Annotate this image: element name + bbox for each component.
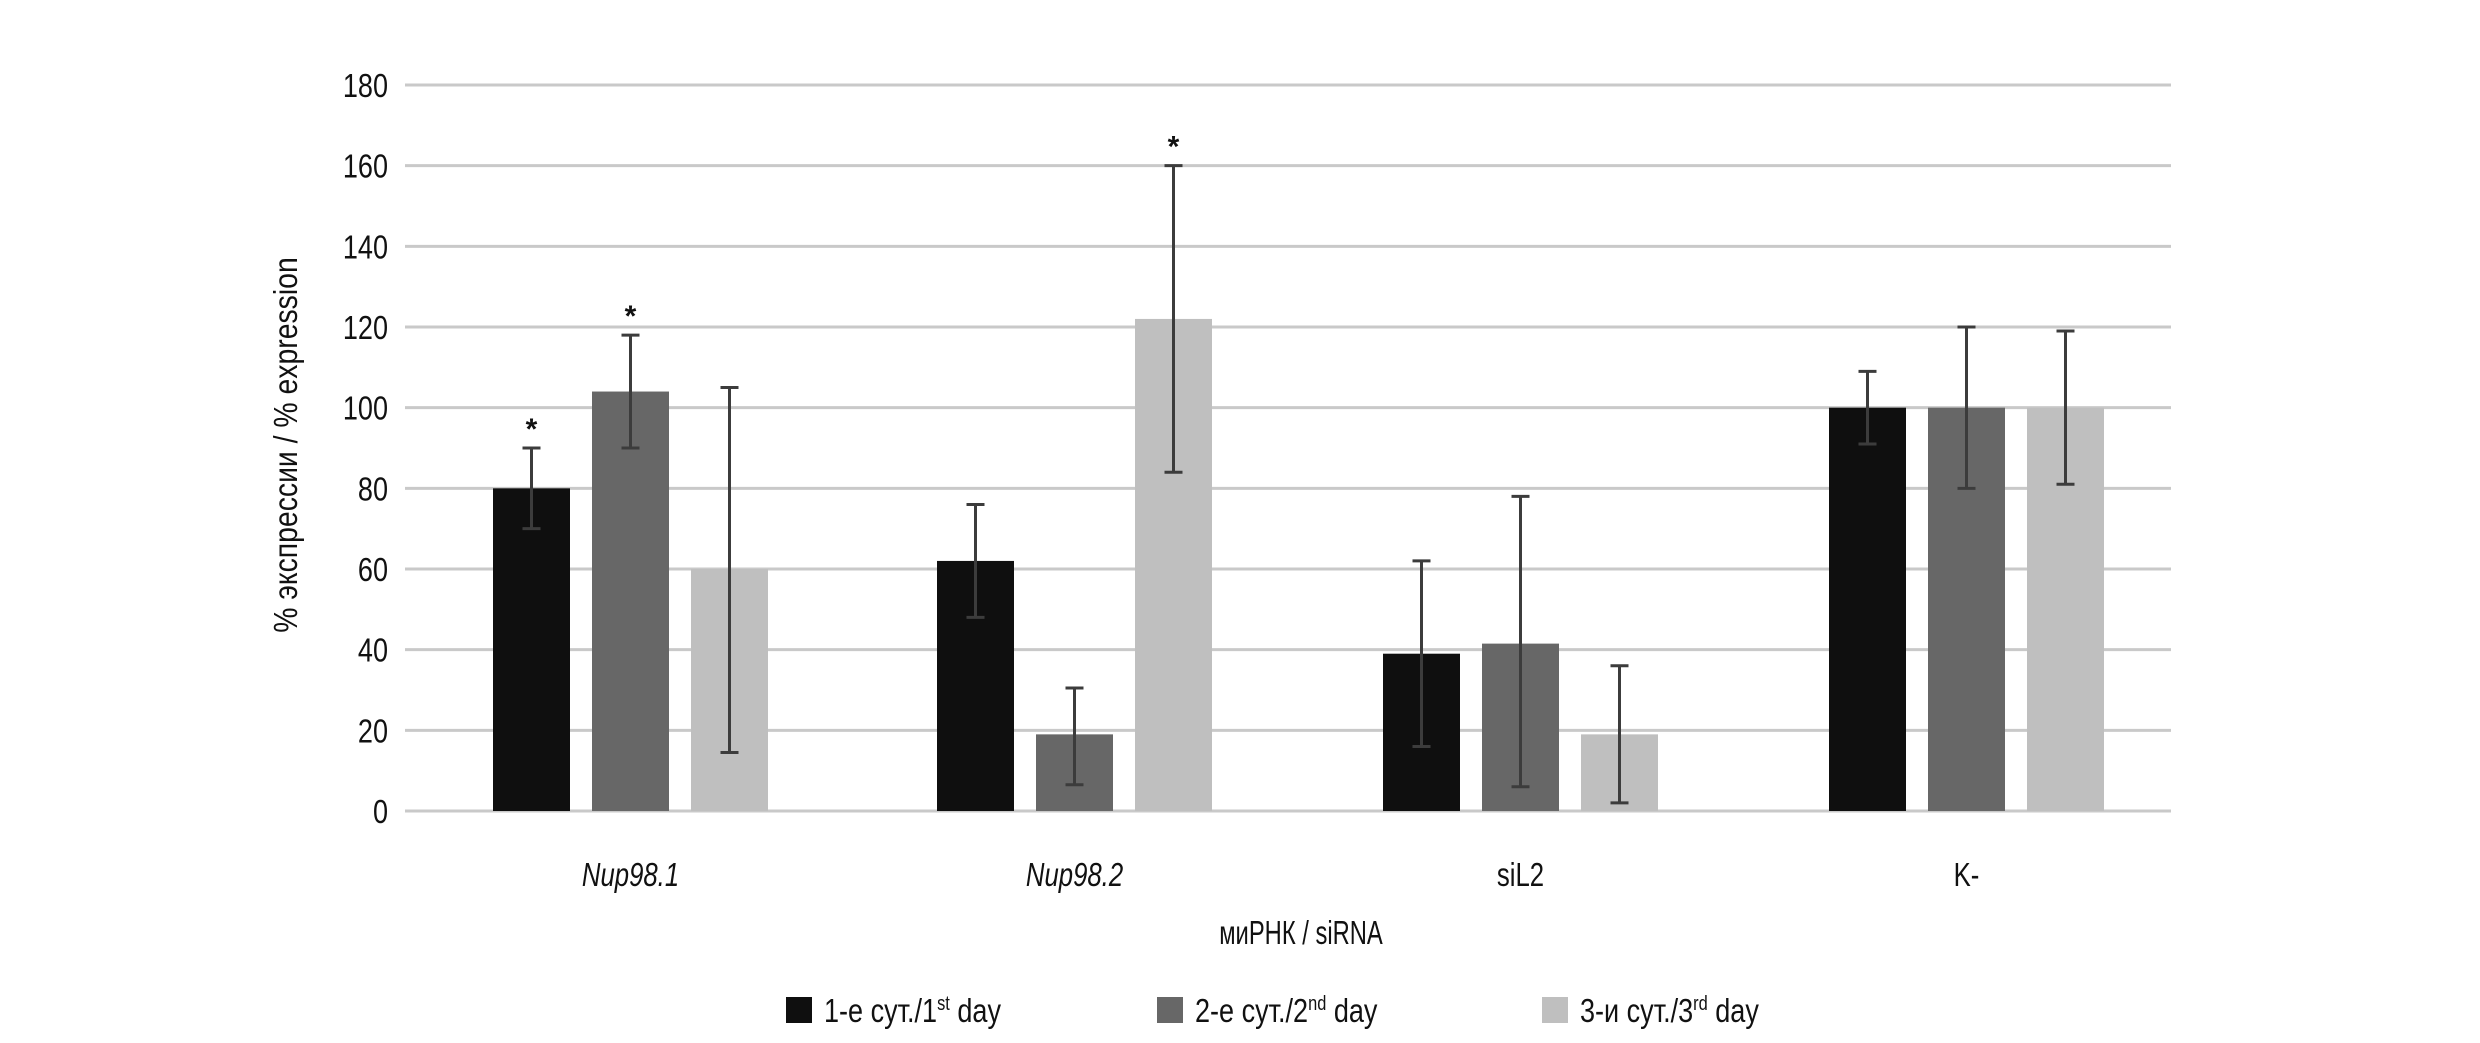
x-axis-categories: Nup98.1 Nup98.2 siL2 K-: [582, 857, 1979, 894]
significance-asterisk: *: [625, 300, 637, 333]
error-bar-1-1: [1065, 686, 1084, 787]
bar-3-0: [1829, 407, 1906, 811]
bars: [493, 318, 2104, 811]
bar-0-0: [493, 488, 570, 811]
y-tick-label: 120: [343, 311, 388, 347]
error-bar-0-1: [621, 333, 640, 450]
gridlines: [405, 83, 2171, 813]
legend-item-3: 3-и сут./3rd day: [1542, 991, 1760, 1030]
bar-0-1: [592, 391, 669, 811]
y-tick-label: 0: [373, 795, 388, 831]
error-bar-2-2: [1610, 664, 1629, 805]
x-tick-label: siL2: [1497, 857, 1544, 894]
y-axis-ticks: 0 20 40 60 80 100 120 140 160 180: [343, 69, 388, 831]
significance-asterisk: *: [526, 413, 538, 446]
legend: 1-е сут./1st day 2-е сут./2nd day 3-и сут.…: [786, 991, 1760, 1030]
error-bar-2-0: [1412, 559, 1431, 748]
legend-swatch: [1542, 997, 1568, 1023]
x-tick-label: K-: [1954, 857, 1980, 894]
legend-swatch: [1157, 997, 1183, 1023]
legend-item-1: 1-е сут./1st day: [786, 991, 1002, 1030]
y-tick-label: 20: [358, 714, 388, 750]
y-tick-label: 80: [358, 472, 388, 508]
y-tick-label: 100: [343, 391, 388, 427]
y-axis-title: % экспрессии / % expression: [267, 257, 305, 632]
y-tick-label: 40: [358, 633, 388, 669]
error-bar-3-0: [1858, 369, 1877, 446]
error-bar-3-2: [2056, 329, 2075, 486]
error-bar-1-2: [1164, 164, 1183, 474]
error-bars: [522, 164, 2075, 805]
error-bar-1-0: [966, 502, 985, 619]
legend-label: 2-е сут./2nd day: [1195, 991, 1378, 1029]
error-bar-0-0: [522, 446, 541, 531]
y-tick-label: 180: [343, 69, 388, 105]
x-tick-label: Nup98.1: [582, 857, 679, 894]
y-tick-label: 140: [343, 230, 388, 266]
y-tick-label: 160: [343, 149, 388, 185]
legend-label: 3-и сут./3rd day: [1580, 991, 1760, 1029]
legend-item-2: 2-е сут./2nd day: [1157, 991, 1378, 1030]
significance-markers: * * *: [526, 131, 1180, 446]
x-tick-label: Nup98.2: [1026, 857, 1124, 894]
error-bar-3-1: [1957, 325, 1976, 490]
significance-asterisk: *: [1168, 131, 1180, 164]
error-bar-0-2: [720, 386, 739, 755]
legend-label: 1-е сут./1st day: [824, 991, 1002, 1029]
y-tick-label: 60: [358, 553, 388, 589]
legend-swatch: [786, 997, 812, 1023]
x-axis-title: миРНК / siRNA: [1219, 915, 1383, 952]
error-bar-2-1: [1511, 494, 1530, 789]
